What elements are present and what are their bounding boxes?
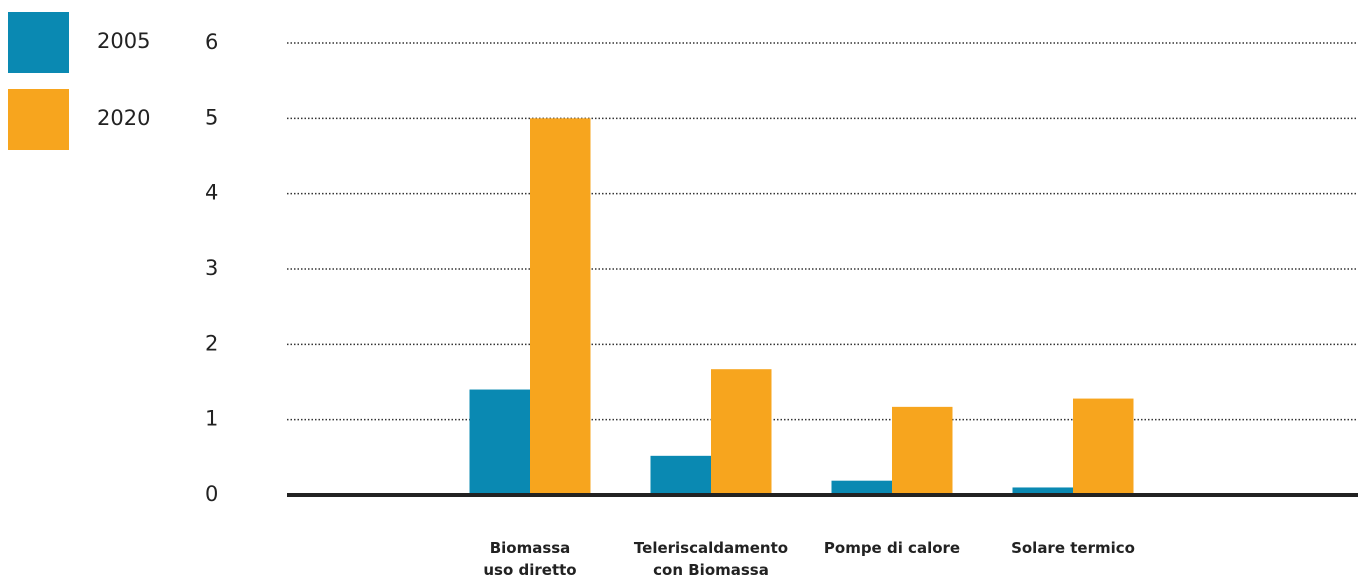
bar [831,480,892,495]
y-tick-label: 6 [205,30,218,54]
legend-swatch [8,89,69,150]
legend-label: 2005 [97,29,150,53]
legend-label: 2020 [97,106,150,130]
bar [892,406,953,495]
y-tick-label: 1 [205,407,218,431]
x-tick-label: Solare termico [1011,539,1135,557]
y-tick-label: 3 [205,256,218,280]
bar [711,369,772,495]
y-tick-label: 2 [205,331,218,355]
bar [650,455,711,495]
x-tick-label: Pompe di calore [824,539,960,557]
x-tick-label: Teleriscaldamento con Biomassa [634,539,788,579]
y-tick-label: 4 [205,181,218,205]
bar [1073,398,1134,495]
y-tick-label: 0 [205,482,218,506]
bar [469,389,530,495]
bar [1012,487,1073,495]
legend-swatch [8,12,69,73]
bar [530,118,591,495]
y-tick-label: 5 [205,105,218,129]
x-tick-label: Biomassa uso diretto [483,539,576,579]
